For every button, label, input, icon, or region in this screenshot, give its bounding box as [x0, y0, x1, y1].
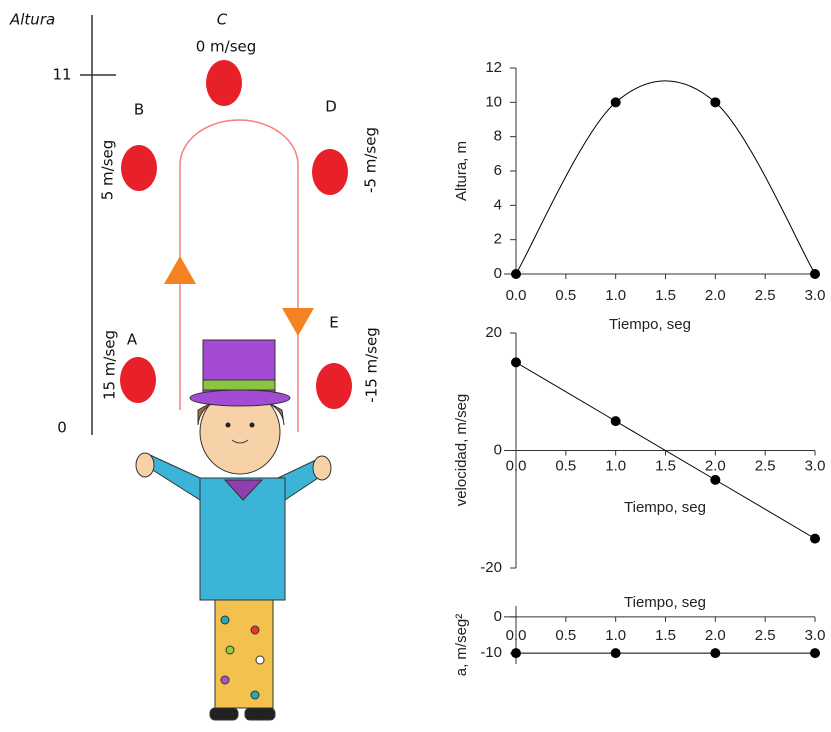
data-point [710, 97, 721, 108]
juggler [135, 339, 332, 721]
data-point [810, 533, 820, 544]
x-tick-label: 2.5 [755, 287, 776, 304]
data-point [610, 648, 621, 659]
height-axis-label: Altura [9, 11, 55, 29]
data-point [810, 269, 820, 279]
x-tick-label: 2.0 [705, 627, 726, 644]
y-tick-label: 20 [485, 324, 502, 341]
x-tick-label: 1.0 [605, 457, 626, 474]
x-tick-label: 1.5 [655, 627, 676, 644]
ball [312, 149, 348, 195]
y-tick-label: 0 [494, 265, 502, 282]
x-tick-label: 2.5 [755, 627, 776, 644]
ball-velocity: 15 m/seg [101, 330, 119, 400]
up-arrow [164, 256, 196, 284]
y-tick-label: 6 [494, 162, 502, 179]
juggling-diagram: Altura 11 0 A 15 m/seg B 5 m/seg C 0 m/s… [9, 11, 381, 721]
data-point [610, 97, 621, 108]
ball [206, 60, 242, 106]
x-tick-label: 2.5 [755, 457, 776, 474]
y-tick-label: 0 [494, 441, 502, 458]
height-tick-label: 0 [57, 419, 67, 437]
ball [120, 357, 156, 403]
x-tick-label: 1.5 [655, 287, 676, 304]
y-axis-label: a, m/seg² [453, 614, 470, 677]
down-arrow [282, 308, 314, 336]
y-tick-label: -20 [480, 559, 502, 576]
data-point [511, 648, 521, 659]
y-tick-label: 0 [494, 608, 502, 625]
x-tick-label: 3.0 [805, 627, 826, 644]
y-axis-label: Altura, m [453, 141, 470, 201]
y-axis-label: velocidad, m/seg [453, 394, 470, 507]
x-tick-label: 1.0 [605, 287, 626, 304]
x-tick-label: 0.0 [506, 627, 527, 644]
y-tick-label: 2 [494, 231, 502, 248]
x-tick-label: 2.0 [705, 287, 726, 304]
ball-velocity: 0 m/seg [196, 38, 257, 56]
charts: 0 2 4 6 8 10 12 0.0 0.5 1.0 1.5 2.0 2.5 3.0 Tiempo, se… [453, 59, 825, 676]
ball-path [179, 119, 299, 432]
y-tick-label: 10 [485, 93, 502, 110]
y-tick-label: -10 [480, 644, 502, 661]
x-tick-label: 1.5 [655, 457, 676, 474]
x-axis-label: Tiempo, seg [624, 499, 706, 516]
ball-velocity: 5 m/seg [99, 140, 117, 201]
data-point [610, 416, 621, 427]
ball-label: A [127, 331, 138, 349]
ball-label: B [134, 101, 144, 119]
ball [121, 145, 157, 191]
data-point [710, 474, 721, 485]
ball-velocity: -5 m/seg [362, 127, 380, 193]
x-tick-label: 3.0 [805, 287, 826, 304]
ball-label: E [329, 314, 338, 332]
y-tick-label: 4 [494, 196, 502, 213]
x-tick-label: 0.0 [506, 457, 527, 474]
x-tick-label: 0.5 [555, 457, 576, 474]
data-line [515, 80, 816, 275]
x-tick-label: 3.0 [805, 457, 826, 474]
y-tick-label: 8 [494, 128, 502, 145]
ball [316, 363, 352, 409]
data-point [810, 648, 820, 659]
x-tick-label: 0.0 [506, 287, 527, 304]
x-axis-label: Tiempo, seg [609, 316, 691, 333]
x-tick-label: 0.5 [555, 287, 576, 304]
data-line [515, 361, 816, 540]
ball-label: C [217, 11, 228, 29]
height-tick-label: 11 [52, 66, 71, 84]
ball-velocity: -15 m/seg [363, 327, 381, 403]
x-axis-label: Tiempo, seg [624, 594, 706, 611]
x-tick-label: 0.5 [555, 627, 576, 644]
data-point [511, 357, 521, 368]
data-point [710, 648, 721, 659]
data-point [511, 269, 521, 279]
ball-label: D [325, 98, 337, 116]
y-tick-label: 12 [485, 59, 502, 76]
x-tick-label: 2.0 [705, 457, 726, 474]
x-tick-label: 1.0 [605, 627, 626, 644]
